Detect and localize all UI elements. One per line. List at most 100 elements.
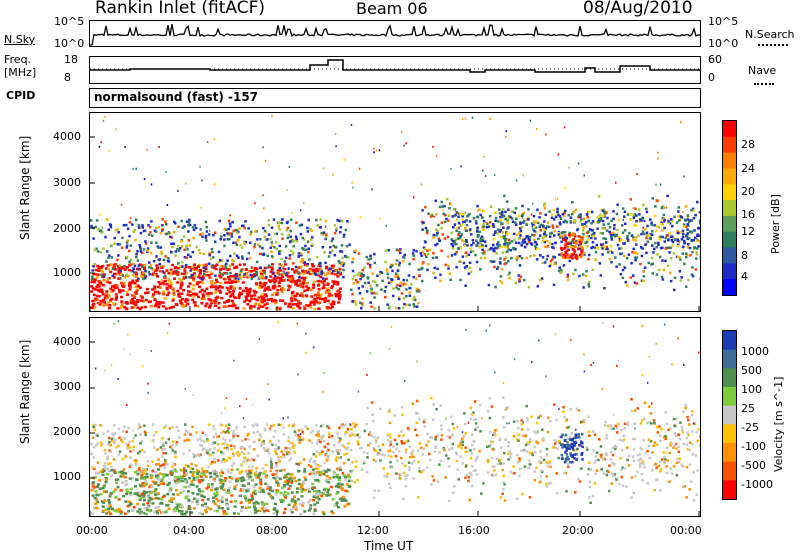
- power-cell: [699, 255, 702, 259]
- power-cell: [530, 222, 534, 225]
- power-cell: [591, 240, 595, 244]
- velocity-cell: [293, 495, 297, 498]
- power-cell: [688, 246, 692, 250]
- power-cell: [487, 283, 491, 287]
- velocity-cell: [106, 429, 110, 433]
- velocity-cell: [347, 485, 351, 488]
- velocity-cell: [488, 444, 491, 448]
- velocity-cell: [108, 501, 112, 504]
- power-cell: [129, 258, 133, 262]
- power-cell: [99, 268, 103, 272]
- velocity-cell: [246, 458, 250, 462]
- power-cell: [324, 306, 328, 309]
- velocity-cell: [616, 431, 619, 434]
- power-cell: [682, 223, 686, 226]
- power-cell: [100, 288, 104, 291]
- power-cell: [338, 287, 342, 290]
- power-cell: [310, 229, 313, 233]
- power-cell: [528, 235, 532, 239]
- power-cell: [520, 244, 523, 247]
- velocity-cell: [552, 403, 556, 406]
- power-cell: [230, 232, 234, 235]
- velocity-cell: [549, 419, 552, 423]
- power-cell: [523, 240, 527, 244]
- velocity-cell: [351, 460, 354, 464]
- power-cell: [518, 280, 521, 283]
- velocity-cell: [192, 471, 196, 474]
- velocity-cell: [107, 443, 110, 446]
- power-cell: [469, 233, 473, 236]
- power-cell: [479, 242, 482, 245]
- power-cell: [238, 263, 242, 266]
- velocity-cell: [263, 507, 267, 510]
- power-cell: [90, 280, 94, 284]
- power-cell: [211, 285, 215, 289]
- velocity-cell: [320, 494, 324, 498]
- power-cell: [332, 282, 336, 286]
- velocity-cell: [389, 486, 392, 489]
- velocity-cell: [259, 489, 263, 493]
- power-cell: [100, 290, 104, 294]
- power-cell: [658, 238, 662, 241]
- velocity-cell: [246, 472, 250, 475]
- power-cell: [238, 273, 242, 276]
- velocity-cell: [633, 422, 637, 426]
- power-cell: [236, 238, 240, 242]
- power-cell: [225, 286, 229, 290]
- velocity-cell: [132, 505, 136, 509]
- colorbar-swatch: [723, 200, 736, 217]
- velocity-cell: [552, 446, 555, 449]
- power-cell: [141, 226, 145, 229]
- power-cell: [436, 231, 439, 235]
- power-cell: [442, 212, 445, 216]
- velocity-cell: [549, 465, 552, 469]
- power-cell: [289, 218, 293, 221]
- power-cell: [342, 235, 346, 239]
- power-cell: [451, 239, 455, 243]
- velocity-cell: [569, 407, 572, 411]
- power-cell: [640, 232, 643, 236]
- velocity-cell: [265, 423, 269, 426]
- velocity-cell: [622, 434, 625, 438]
- velocity-cell: [166, 463, 169, 466]
- power-cell: [527, 217, 530, 221]
- power-cell: [378, 272, 382, 276]
- velocity-cell: [386, 433, 389, 437]
- power-cell: [385, 268, 389, 271]
- velocity-cell: [504, 408, 507, 412]
- power-cbar-tick-20: 20: [741, 185, 755, 198]
- power-cell: [459, 260, 463, 263]
- velocity-cell: [248, 469, 252, 473]
- velocity-cell: [183, 478, 187, 481]
- velocity-cell: [608, 464, 611, 467]
- velocity-cell: [319, 424, 323, 428]
- power-cell: [338, 296, 342, 299]
- velocity-cell: [297, 433, 300, 437]
- velocity-cell: [336, 432, 339, 435]
- velocity-cell: [119, 489, 123, 492]
- power-cell: [464, 251, 467, 255]
- power-cell: [182, 304, 186, 308]
- power-cell: [296, 304, 300, 308]
- power-cell: [324, 273, 328, 277]
- power-cell: [219, 268, 223, 271]
- velocity-cell: [306, 427, 310, 431]
- velocity-cell: [187, 438, 191, 442]
- power-cell: [582, 286, 585, 289]
- velocity-cell: [533, 451, 537, 454]
- velocity-cell: [582, 420, 585, 424]
- velocity-cell: [612, 474, 615, 477]
- power-cell: [560, 240, 563, 244]
- power-cell: [269, 270, 273, 274]
- power-cell: [261, 305, 265, 308]
- power-cell: [262, 284, 266, 287]
- power-cell: [687, 237, 691, 240]
- power-cell: [460, 233, 464, 236]
- velocity-cell: [175, 441, 179, 444]
- velocity-cell: [211, 451, 215, 455]
- velocity-cell: [616, 422, 620, 426]
- power-cell: [184, 182, 187, 185]
- velocity-cell: [93, 496, 97, 500]
- power-cell: [421, 262, 424, 266]
- power-cell: [150, 183, 153, 186]
